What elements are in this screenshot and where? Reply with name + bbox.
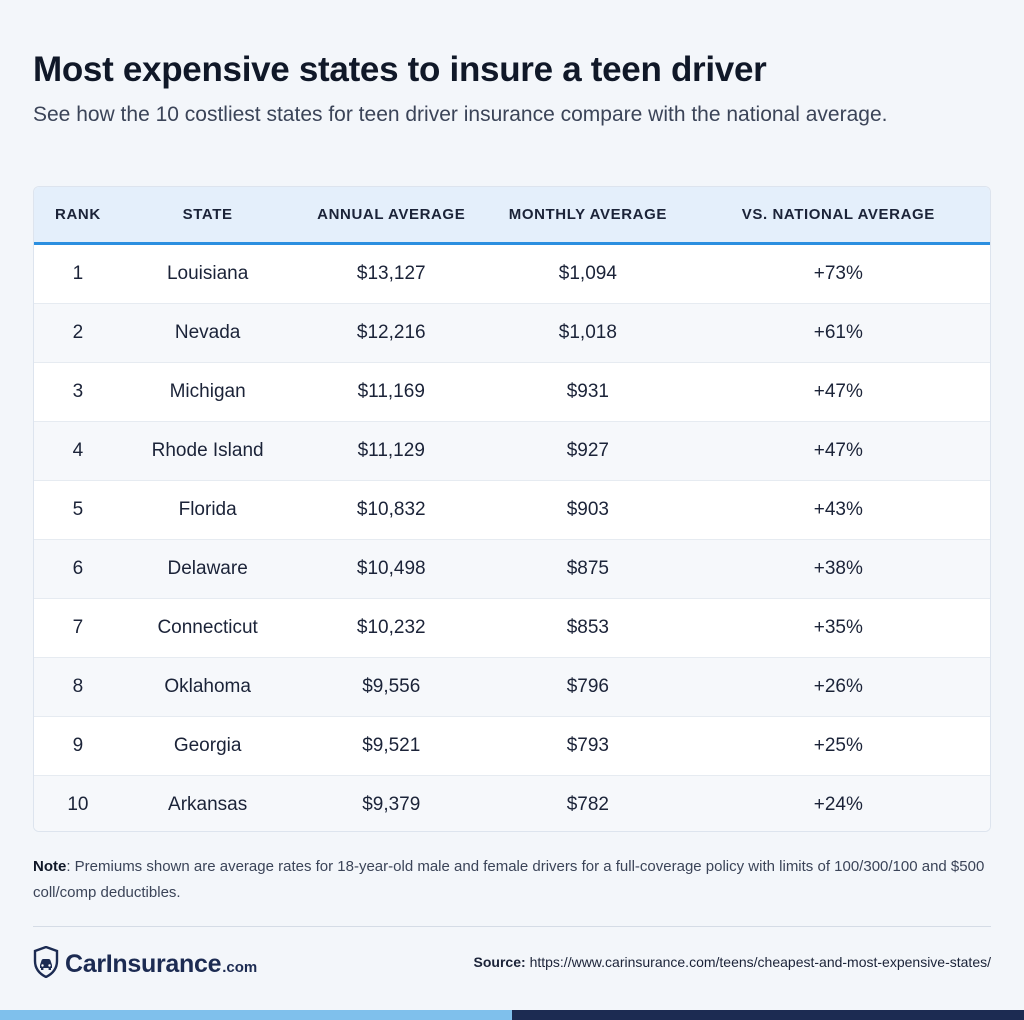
column-header-monthly-average: MONTHLY AVERAGE xyxy=(508,206,667,223)
cell-annual-average: $9,521 xyxy=(362,735,421,756)
cell-rank: 9 xyxy=(72,735,84,756)
footer-bar-dark xyxy=(512,1010,1024,1020)
source-url[interactable]: https://www.carinsurance.com/teens/cheap… xyxy=(529,954,991,970)
footnote: Note: Premiums shown are average rates f… xyxy=(33,854,991,906)
brand-logo[interactable]: CarInsurance .com xyxy=(33,945,258,983)
cell-annual-average: $13,127 xyxy=(356,263,426,284)
cell-annual-average: $10,232 xyxy=(356,617,426,638)
cell-state: Arkansas xyxy=(168,794,248,815)
table-body: 1 Louisiana $13,127 $1,094 +73% 2 Nevada $12,21… xyxy=(34,245,990,831)
cell-state: Oklahoma xyxy=(164,676,251,697)
cell-monthly-average: $875 xyxy=(566,558,609,579)
source-credit: Source: https://www.carinsurance.com/tee… xyxy=(474,954,991,970)
shield-car-icon xyxy=(33,945,59,983)
cell-state: Michigan xyxy=(169,381,246,402)
logo-domain: .com xyxy=(222,959,258,976)
cell-monthly-average: $796 xyxy=(566,676,609,697)
cell-state: Delaware xyxy=(167,558,248,579)
column-header-annual-average: ANNUAL AVERAGE xyxy=(317,206,466,223)
footer-bar-light xyxy=(0,1010,512,1020)
cell-state: Nevada xyxy=(174,322,241,343)
page-title: Most expensive states to insure a teen d… xyxy=(33,50,767,89)
cell-state: Rhode Island xyxy=(151,440,264,461)
cell-annual-average: $11,169 xyxy=(357,381,425,402)
cell-monthly-average: $793 xyxy=(566,735,609,756)
cell-vs-national-average: +26% xyxy=(813,676,863,697)
cell-monthly-average: $1,018 xyxy=(558,322,617,343)
cell-annual-average: $10,498 xyxy=(356,558,426,579)
cell-rank: 7 xyxy=(72,617,84,638)
cell-monthly-average: $1,094 xyxy=(558,263,617,284)
cell-annual-average: $9,379 xyxy=(362,794,421,815)
cell-state: Louisiana xyxy=(166,263,249,284)
cell-vs-national-average: +25% xyxy=(813,735,863,756)
cell-monthly-average: $931 xyxy=(566,381,609,402)
footer-divider xyxy=(33,926,991,927)
cell-vs-national-average: +47% xyxy=(813,381,863,402)
cell-monthly-average: $903 xyxy=(566,499,609,520)
cell-rank: 8 xyxy=(72,676,84,697)
cell-rank: 3 xyxy=(72,381,84,402)
cell-monthly-average: $782 xyxy=(566,794,609,815)
cell-vs-national-average: +24% xyxy=(813,794,863,815)
source-label: Source: xyxy=(473,954,526,970)
cell-vs-national-average: +35% xyxy=(813,617,863,638)
cell-annual-average: $11,129 xyxy=(357,440,425,461)
cell-rank: 1 xyxy=(72,263,84,284)
table-row: 3 Michigan $11,169 $931 +47% xyxy=(34,362,990,421)
note-text: : Premiums shown are average rates for 1… xyxy=(33,858,985,901)
cell-rank: 6 xyxy=(72,558,84,579)
cell-rank: 10 xyxy=(67,794,89,815)
column-header-rank: RANK xyxy=(55,206,101,223)
cell-rank: 4 xyxy=(72,440,84,461)
cell-vs-national-average: +43% xyxy=(813,499,863,520)
note-label: Note xyxy=(33,858,67,875)
cell-annual-average: $10,832 xyxy=(356,499,426,520)
table-row: 4 Rhode Island $11,129 $927 +47% xyxy=(34,421,990,480)
cell-monthly-average: $853 xyxy=(566,617,609,638)
cell-vs-national-average: +73% xyxy=(813,263,863,284)
cell-vs-national-average: +47% xyxy=(813,440,863,461)
cell-state: Georgia xyxy=(173,735,242,756)
cell-state: Florida xyxy=(178,499,237,520)
cell-state: Connecticut xyxy=(157,617,258,638)
cell-monthly-average: $927 xyxy=(566,440,609,461)
table-row: 10 Arkansas $9,379 $782 +24% xyxy=(34,775,990,831)
table-row: 5 Florida $10,832 $903 +43% xyxy=(34,480,990,539)
table-row: 7 Connecticut $10,232 $853 +35% xyxy=(34,598,990,657)
cell-vs-national-average: +38% xyxy=(813,558,863,579)
cell-annual-average: $12,216 xyxy=(356,322,426,343)
table-row: 8 Oklahoma $9,556 $796 +26% xyxy=(34,657,990,716)
column-header-vs-national-average: VS. NATIONAL AVERAGE xyxy=(741,206,935,223)
cell-rank: 5 xyxy=(72,499,84,520)
table-row: 6 Delaware $10,498 $875 +38% xyxy=(34,539,990,598)
cell-rank: 2 xyxy=(72,322,84,343)
cell-vs-national-average: +61% xyxy=(813,322,863,343)
table-row: 9 Georgia $9,521 $793 +25% xyxy=(34,716,990,775)
cell-annual-average: $9,556 xyxy=(362,676,421,697)
table-row: 2 Nevada $12,216 $1,018 +61% xyxy=(34,303,990,362)
logo-name: CarInsurance xyxy=(65,949,222,978)
table-header: RANK STATE ANNUAL AVERAGE MONTHLY AVERAGE VS… xyxy=(34,187,990,245)
column-header-state: STATE xyxy=(182,206,233,223)
page-subtitle: See how the 10 costliest states for teen… xyxy=(33,103,888,126)
rates-table: RANK STATE ANNUAL AVERAGE MONTHLY AVERAGE VS… xyxy=(33,186,991,832)
table-row: 1 Louisiana $13,127 $1,094 +73% xyxy=(34,245,990,303)
